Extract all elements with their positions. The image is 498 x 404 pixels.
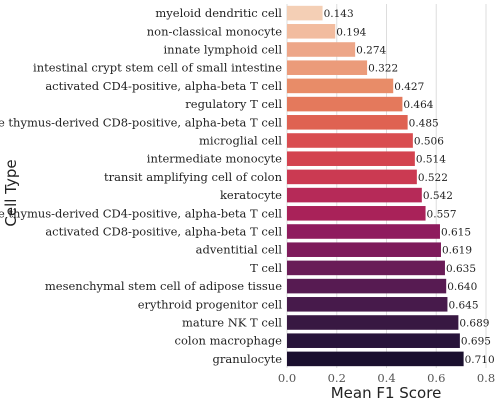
x-tick-label: 0.8 — [477, 371, 495, 385]
category-label: T cell — [250, 261, 282, 275]
bar — [287, 151, 415, 166]
category-label: granulocyte — [213, 352, 283, 366]
value-label: 0.542 — [423, 190, 453, 202]
value-label: 0.194 — [336, 26, 366, 38]
value-label: 0.464 — [403, 99, 433, 111]
bar — [287, 242, 441, 257]
category-label: intermediate monocyte — [147, 152, 282, 166]
value-label: 0.274 — [356, 45, 386, 57]
bar — [287, 315, 459, 330]
bar — [287, 133, 413, 148]
value-label: 0.506 — [414, 136, 444, 148]
category-label: microglial cell — [199, 134, 282, 148]
value-label: 0.635 — [446, 263, 476, 275]
category-label: mature NK T cell — [182, 316, 282, 330]
category-label: regulatory T cell — [185, 97, 282, 111]
category-label: keratocyte — [220, 188, 282, 202]
value-label: 0.143 — [324, 8, 354, 20]
value-label: 0.615 — [441, 227, 471, 239]
category-label: mesenchymal stem cell of adipose tissue — [45, 279, 282, 293]
bar — [287, 24, 336, 39]
x-tick-label: 0.2 — [328, 371, 346, 385]
value-label: 0.640 — [447, 281, 477, 293]
category-label: intestinal crypt stem cell of small inte… — [33, 61, 282, 75]
category-label: activated CD4-positive, alpha-beta T cel… — [45, 79, 282, 93]
category-label: myeloid dendritic cell — [155, 6, 282, 20]
bar — [287, 278, 447, 294]
value-label: 0.322 — [368, 63, 398, 75]
x-tick-label: 0.4 — [377, 371, 395, 385]
category-labels: myeloid dendritic cell non-classical mono… — [0, 6, 283, 366]
bar — [287, 5, 323, 21]
bar — [287, 224, 440, 239]
bars — [287, 5, 464, 367]
y-axis-title: Cell Type — [2, 159, 20, 226]
value-labels: 0.143 0.194 0.274 0.322 0.427 0.464 0.485 0.506… — [324, 8, 495, 366]
value-label: 0.427 — [394, 81, 424, 93]
value-label: 0.522 — [418, 172, 448, 184]
value-label: 0.695 — [461, 336, 491, 348]
value-label: 0.710 — [465, 354, 495, 366]
category-label: naive thymus-derived CD4-positive, alpha… — [0, 206, 282, 220]
bar — [287, 206, 426, 221]
category-label: erythroid progenitor cell — [138, 297, 283, 311]
category-label: naive thymus-derived CD8-positive, alpha… — [0, 115, 282, 129]
category-label: innate lymphoid cell — [164, 43, 283, 57]
value-label: 0.619 — [442, 245, 472, 257]
value-label: 0.689 — [459, 318, 489, 330]
category-label: adventitial cell — [196, 243, 283, 257]
bar — [287, 187, 422, 203]
value-label: 0.557 — [427, 208, 457, 220]
bar — [287, 96, 403, 112]
bar — [287, 351, 464, 367]
x-tick-labels: 0.0 0.2 0.4 0.6 0.8 — [278, 371, 495, 385]
x-axis-title: Mean F1 Score — [331, 384, 442, 402]
value-label: 0.645 — [448, 299, 478, 311]
category-label: transit amplifying cell of colon — [104, 170, 283, 184]
value-label: 0.485 — [409, 117, 439, 129]
bar — [287, 333, 460, 348]
grid-lines — [286, 4, 487, 368]
bar — [287, 297, 448, 312]
category-label: non-classical monocyte — [147, 24, 282, 38]
bar — [287, 169, 417, 185]
bar — [287, 115, 408, 130]
bar — [287, 78, 394, 94]
x-tick-label: 0.6 — [427, 371, 445, 385]
bar — [287, 60, 368, 75]
category-label: colon macrophage — [175, 334, 283, 348]
x-tick-label: 0.0 — [278, 371, 296, 385]
category-label: activated CD8-positive, alpha-beta T cel… — [45, 225, 282, 239]
bar — [287, 260, 445, 276]
value-label: 0.514 — [416, 154, 446, 166]
bar — [287, 42, 356, 57]
